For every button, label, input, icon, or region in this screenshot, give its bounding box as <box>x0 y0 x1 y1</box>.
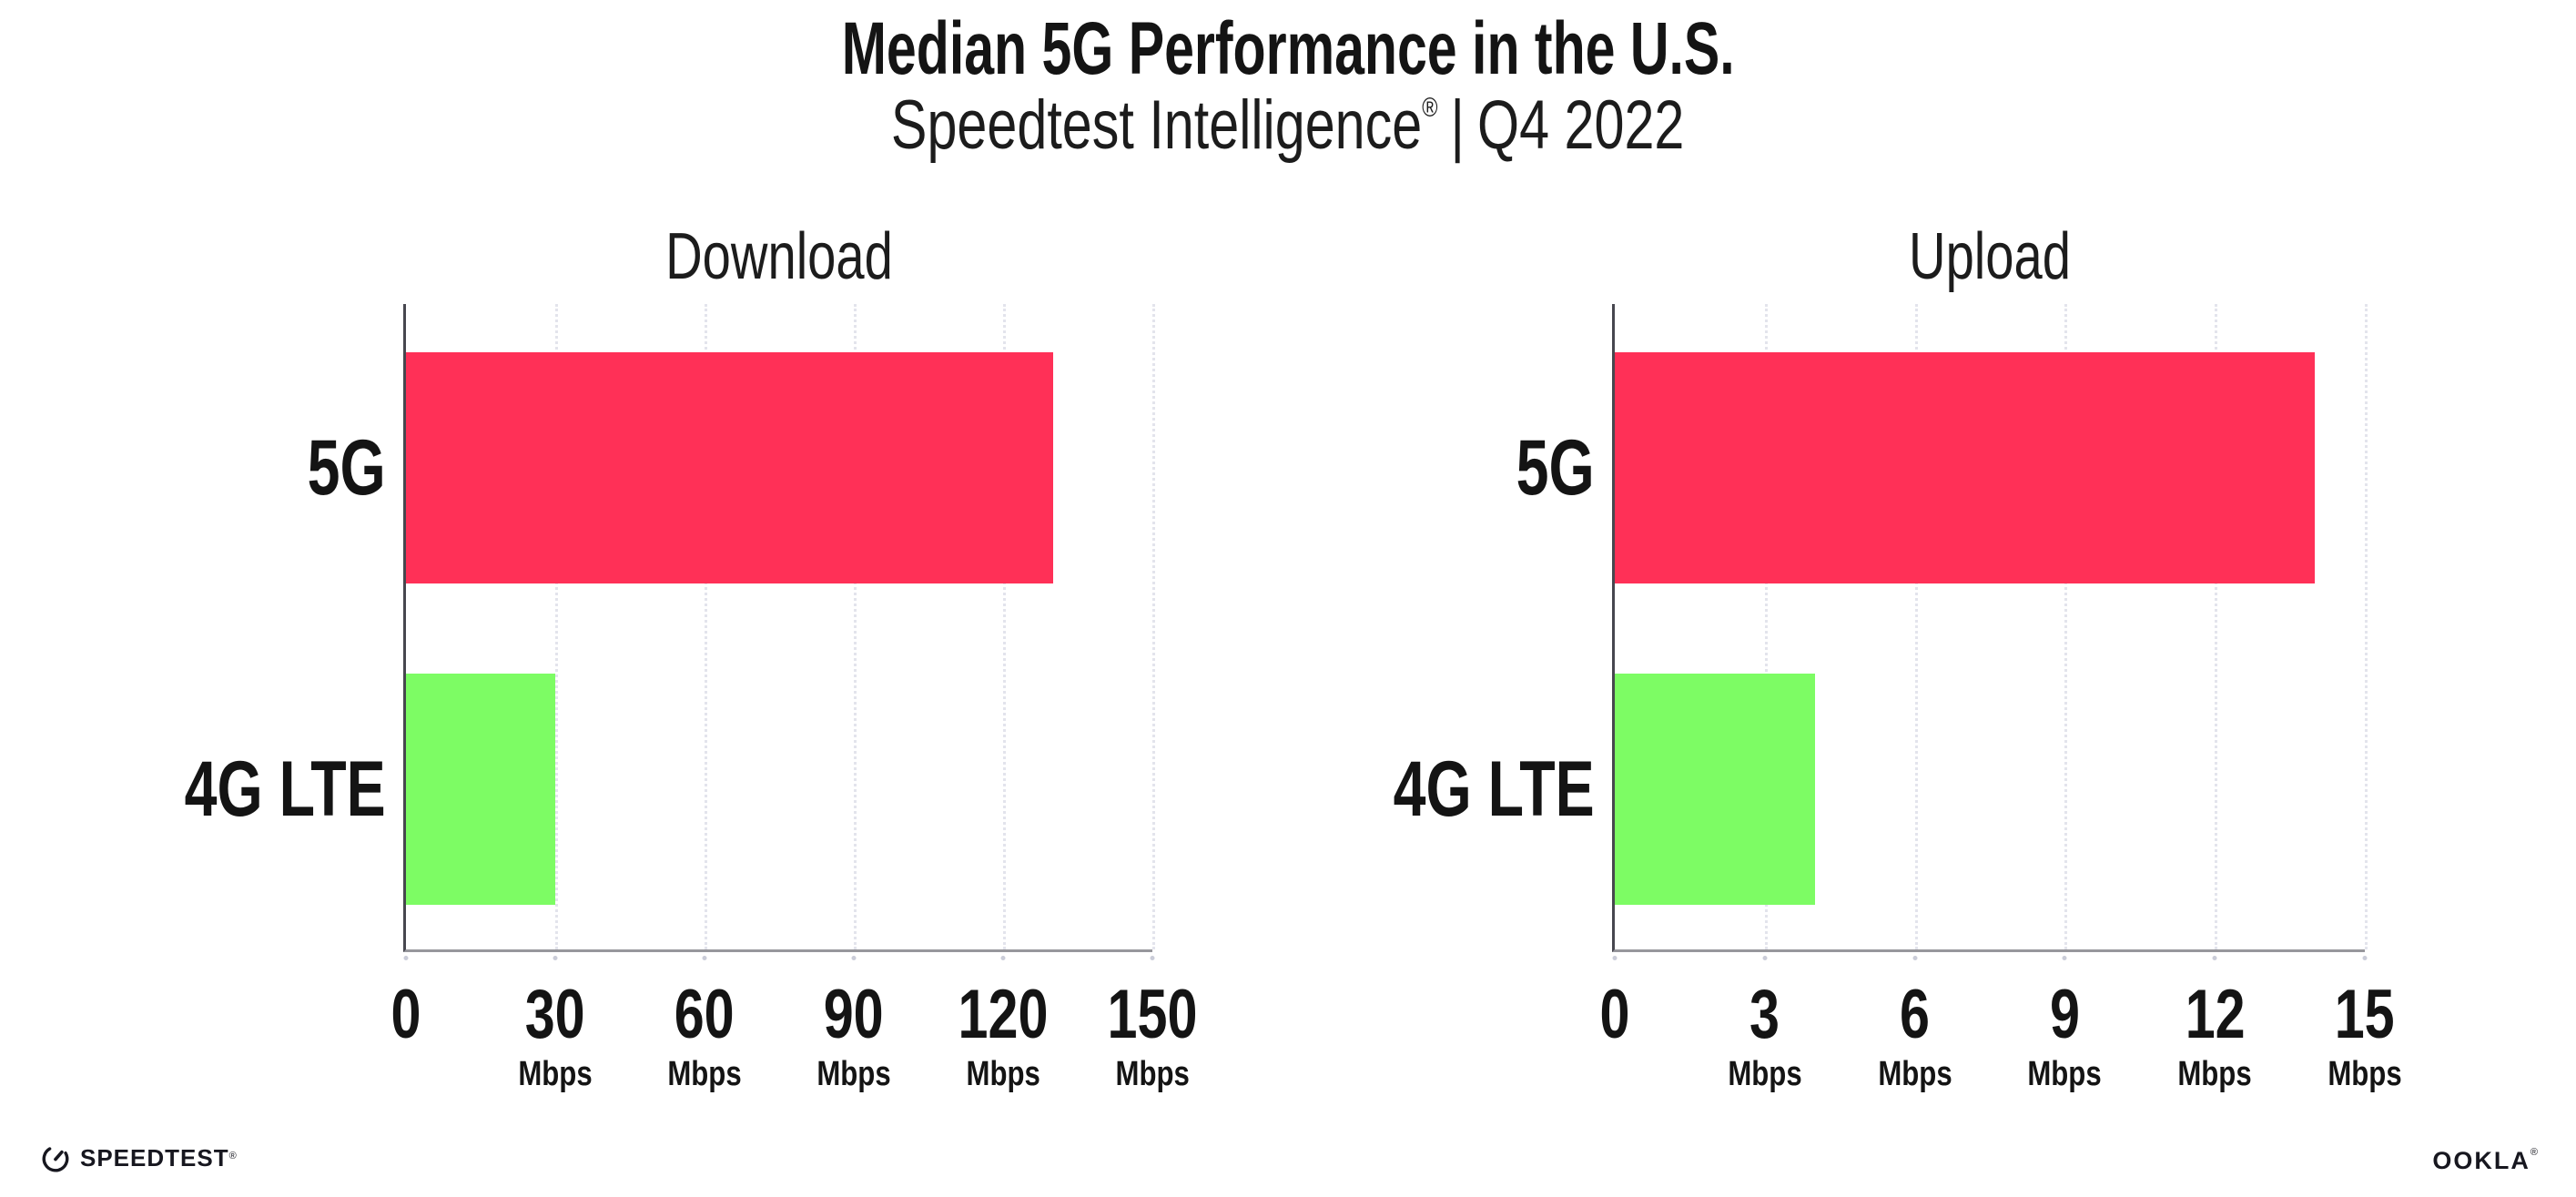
bar-4g-lte <box>406 673 555 905</box>
gridline-60 <box>705 304 707 949</box>
x-tick-value: 12 <box>2185 976 2246 1053</box>
axis-tick-mark <box>553 956 558 960</box>
axis-tick-mark <box>1000 956 1006 960</box>
axis-tick-mark <box>1762 956 1768 960</box>
x-tick-value: 15 <box>2335 976 2395 1053</box>
category-label-5g: 5G <box>1516 424 1595 512</box>
ookla-logo: OOKLA® <box>2432 1147 2538 1174</box>
x-tick-unit: Mbps <box>1728 1054 1802 1093</box>
x-tick-value: 9 <box>2049 976 2080 1053</box>
x-tick-value: 150 <box>1107 976 1198 1053</box>
gridline-12 <box>2215 304 2218 949</box>
category-label-4g-lte: 4G LTE <box>1393 746 1595 834</box>
page-subtitle: Speedtest Intelligence® | Q4 2022 <box>0 90 2576 160</box>
gridline-120 <box>1003 304 1006 949</box>
download-chart-plot: Download 0 30 Mbps 60 Mbps 90 Mbps 120 Mbps 150 Mb… <box>185 224 1197 1091</box>
x-tick-value: 120 <box>958 976 1049 1053</box>
x-tick-unit: Mbps <box>816 1054 891 1093</box>
gridline-6 <box>1914 304 1918 949</box>
gridline-90 <box>854 304 857 949</box>
x-tick-value: 30 <box>525 976 585 1053</box>
axis-tick-mark <box>403 956 409 960</box>
x-tick-label-0: 0 <box>387 979 425 1051</box>
x-tick-value: 60 <box>674 976 735 1053</box>
page-title-text: Median 5G Performance in the U.S. <box>841 7 1735 90</box>
axis-tick-mark <box>1612 956 1618 960</box>
axis-tick-mark <box>1150 956 1155 960</box>
upload-chart-title: Upload <box>1909 220 2071 293</box>
x-tick-label-15: 15 Mbps <box>2319 979 2409 1091</box>
x-tick-unit: Mbps <box>966 1054 1040 1093</box>
ookla-wordmark: OOKLA <box>2432 1147 2530 1174</box>
subtitle-brand: Speedtest Intelligence <box>891 86 1423 164</box>
bar-5g <box>1615 352 2316 583</box>
subtitle-period: Q4 2022 <box>1477 86 1685 164</box>
x-tick-value: 0 <box>390 976 421 1053</box>
download-chart-title: Download <box>665 220 893 293</box>
speedtest-wordmark: SPEEDTEST <box>80 1144 229 1172</box>
axis-tick-mark <box>2062 956 2067 960</box>
gridline-9 <box>2064 304 2068 949</box>
axis-tick-mark <box>851 956 857 960</box>
x-tick-label-120: 120 Mbps <box>946 979 1061 1091</box>
x-tick-label-90: 90 Mbps <box>808 979 898 1091</box>
gridline-150 <box>1152 304 1155 949</box>
x-tick-label-9: 9 Mbps <box>2020 979 2110 1091</box>
speedtest-registered-mark: ® <box>228 1151 237 1161</box>
x-tick-unit: Mbps <box>518 1054 593 1093</box>
axis-tick-mark <box>1912 956 1918 960</box>
x-tick-label-0: 0 <box>1596 979 1634 1051</box>
chart-header: Median 5G Performance in the U.S. Speedt… <box>0 0 2576 160</box>
bar-4g-lte <box>1615 673 1815 905</box>
gridline-30 <box>555 304 558 949</box>
x-tick-label-12: 12 Mbps <box>2170 979 2260 1091</box>
x-tick-value: 6 <box>1900 976 1931 1053</box>
axis-tick-mark <box>2362 956 2368 960</box>
x-tick-label-60: 60 Mbps <box>659 979 749 1091</box>
axis-tick-mark <box>702 956 707 960</box>
x-tick-unit: Mbps <box>1115 1054 1190 1093</box>
gridline-3 <box>1764 304 1768 949</box>
speedtest-gauge-icon <box>42 1147 69 1172</box>
x-tick-value: 3 <box>1749 976 1780 1053</box>
x-tick-label-6: 6 Mbps <box>1870 979 1960 1091</box>
axis-tick-mark <box>2212 956 2217 960</box>
x-tick-value: 90 <box>824 976 884 1053</box>
x-tick-label-3: 3 Mbps <box>1719 979 1810 1091</box>
x-tick-unit: Mbps <box>1877 1054 1952 1093</box>
speedtest-logo: SPEEDTEST ® <box>40 1142 237 1173</box>
x-tick-unit: Mbps <box>667 1054 742 1093</box>
x-tick-value: 0 <box>1599 976 1630 1053</box>
x-tick-label-150: 150 Mbps <box>1095 979 1211 1091</box>
x-tick-unit: Mbps <box>2328 1054 2402 1093</box>
upload-chart-plot: Upload 0 3 Mbps 6 Mbps 9 Mbps 12 Mbps 15 Mbps 5G 4G … <box>1394 224 2402 1091</box>
x-tick-unit: Mbps <box>2027 1054 2103 1093</box>
category-label-4g-lte: 4G LTE <box>184 746 386 834</box>
subtitle-separator: | <box>1450 86 1465 164</box>
x-tick-unit: Mbps <box>2177 1054 2252 1093</box>
bar-5g <box>406 352 1053 583</box>
x-tick-label-30: 30 Mbps <box>510 979 600 1091</box>
category-label-5g: 5G <box>307 424 386 512</box>
page-title: Median 5G Performance in the U.S. <box>0 0 2576 91</box>
gridline-15 <box>2365 304 2368 949</box>
registered-mark: ® <box>1422 92 1438 123</box>
ookla-registered-mark: ® <box>2530 1147 2538 1158</box>
